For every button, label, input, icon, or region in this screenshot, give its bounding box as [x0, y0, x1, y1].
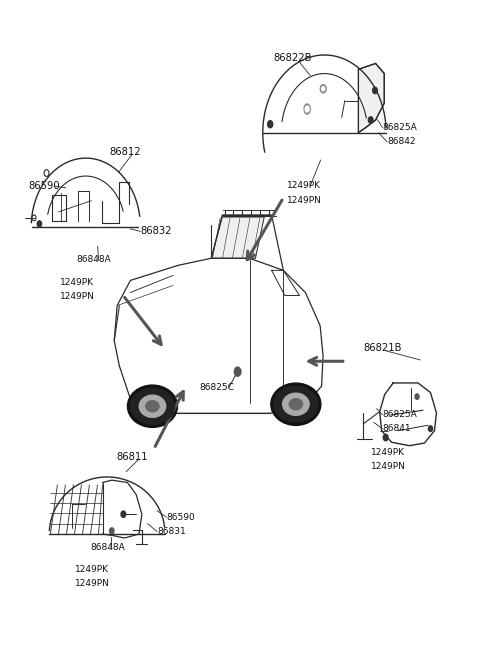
Ellipse shape	[131, 388, 175, 424]
Text: 1249PK: 1249PK	[75, 565, 109, 574]
Text: 86822B: 86822B	[273, 53, 312, 63]
Ellipse shape	[139, 395, 166, 417]
Polygon shape	[359, 64, 384, 133]
Circle shape	[109, 528, 114, 534]
Text: 86848A: 86848A	[76, 255, 111, 265]
Text: 1249PN: 1249PN	[371, 462, 405, 471]
Ellipse shape	[304, 104, 310, 114]
Circle shape	[368, 117, 373, 123]
Text: 86848A: 86848A	[91, 542, 125, 552]
Ellipse shape	[271, 383, 321, 425]
Circle shape	[383, 434, 388, 441]
Circle shape	[372, 87, 377, 94]
Ellipse shape	[305, 106, 309, 112]
Text: 1249PK: 1249PK	[371, 448, 405, 457]
Ellipse shape	[128, 385, 178, 427]
Circle shape	[322, 86, 325, 91]
Circle shape	[320, 84, 326, 93]
Circle shape	[121, 511, 126, 517]
Text: 1249PN: 1249PN	[75, 579, 110, 588]
Text: 1249PN: 1249PN	[60, 292, 95, 301]
Text: 86825A: 86825A	[383, 123, 417, 132]
Text: 1249PK: 1249PK	[288, 181, 322, 191]
Text: 86812: 86812	[109, 147, 141, 157]
Ellipse shape	[274, 386, 318, 422]
Ellipse shape	[283, 393, 309, 415]
Circle shape	[234, 367, 241, 376]
Ellipse shape	[146, 401, 159, 412]
Text: 86811: 86811	[117, 453, 148, 462]
Text: 1249PN: 1249PN	[288, 196, 322, 205]
Text: 86590: 86590	[167, 513, 195, 521]
Circle shape	[37, 221, 42, 227]
Text: 86841: 86841	[383, 424, 411, 434]
Text: 86825A: 86825A	[383, 410, 417, 419]
Ellipse shape	[289, 399, 302, 410]
Text: 86842: 86842	[387, 138, 416, 146]
Polygon shape	[211, 217, 264, 258]
Text: 86831: 86831	[157, 527, 186, 536]
Circle shape	[267, 121, 273, 128]
Circle shape	[428, 426, 432, 432]
Circle shape	[415, 394, 419, 400]
Text: 86832: 86832	[140, 227, 172, 236]
Text: 86821B: 86821B	[363, 343, 402, 353]
Text: 86590: 86590	[29, 181, 60, 191]
Text: 1249PK: 1249PK	[60, 278, 94, 286]
Text: 86825C: 86825C	[200, 383, 235, 392]
